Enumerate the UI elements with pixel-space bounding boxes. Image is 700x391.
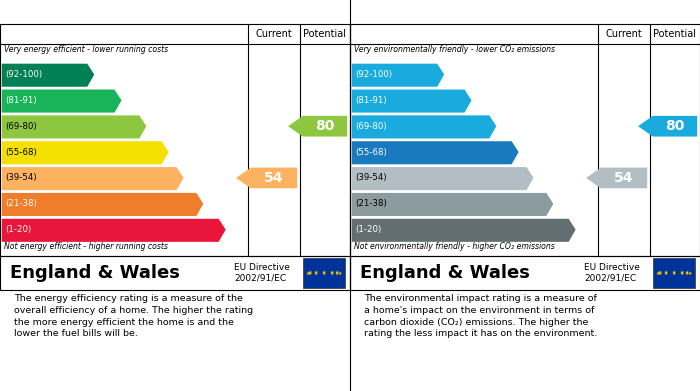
Text: A: A <box>93 68 103 81</box>
Text: ★: ★ <box>337 271 342 276</box>
Text: ★: ★ <box>656 271 660 276</box>
Polygon shape <box>1 141 169 164</box>
Bar <box>302 258 344 288</box>
Text: ★: ★ <box>306 271 310 276</box>
Text: (69-80): (69-80) <box>356 122 387 131</box>
Text: B: B <box>120 94 130 107</box>
Text: (81-91): (81-91) <box>6 96 37 105</box>
Text: ★: ★ <box>685 270 690 275</box>
Text: Energy Efficiency Rating: Energy Efficiency Rating <box>8 5 192 18</box>
Text: D: D <box>167 145 178 159</box>
Text: EU Directive
2002/91/EC: EU Directive 2002/91/EC <box>234 263 290 283</box>
Text: ★: ★ <box>330 271 334 276</box>
Text: B: B <box>470 94 480 107</box>
Text: C: C <box>496 120 505 133</box>
Text: Very energy efficient - lower running costs: Very energy efficient - lower running co… <box>4 45 167 54</box>
Polygon shape <box>351 64 444 87</box>
Text: E: E <box>533 171 541 185</box>
Text: ★: ★ <box>314 270 318 275</box>
Text: (55-68): (55-68) <box>6 147 37 156</box>
Polygon shape <box>638 116 697 136</box>
Text: ★: ★ <box>314 271 318 276</box>
Polygon shape <box>236 168 298 188</box>
Text: (69-80): (69-80) <box>6 122 37 131</box>
Text: (21-38): (21-38) <box>356 199 387 208</box>
Text: C: C <box>146 120 155 133</box>
Polygon shape <box>351 193 554 216</box>
Text: Not energy efficient - higher running costs: Not energy efficient - higher running co… <box>4 242 167 251</box>
Text: (1-20): (1-20) <box>356 225 382 234</box>
Text: Not environmentally friendly - higher CO₂ emissions: Not environmentally friendly - higher CO… <box>354 242 554 251</box>
Text: ★: ★ <box>680 270 684 275</box>
Polygon shape <box>1 115 146 138</box>
Text: Very environmentally friendly - lower CO₂ emissions: Very environmentally friendly - lower CO… <box>354 45 554 54</box>
Text: E: E <box>183 171 191 185</box>
Polygon shape <box>586 168 648 188</box>
Polygon shape <box>288 116 347 136</box>
Text: ★: ★ <box>335 271 340 276</box>
Text: D: D <box>517 145 528 159</box>
Polygon shape <box>351 219 575 242</box>
Text: Potential: Potential <box>304 29 346 39</box>
Text: The environmental impact rating is a measure of
a home's impact on the environme: The environmental impact rating is a mea… <box>364 294 597 339</box>
Text: 80: 80 <box>665 119 685 133</box>
Text: ★: ★ <box>664 271 668 276</box>
Text: (81-91): (81-91) <box>356 96 387 105</box>
Text: England & Wales: England & Wales <box>10 264 181 282</box>
Polygon shape <box>351 167 533 190</box>
Text: 54: 54 <box>615 171 634 185</box>
Polygon shape <box>351 90 472 113</box>
Text: F: F <box>202 197 211 210</box>
Text: ★: ★ <box>671 271 676 276</box>
Text: ★: ★ <box>308 270 312 275</box>
Text: (55-68): (55-68) <box>356 147 387 156</box>
Text: ★: ★ <box>687 271 692 276</box>
Text: The energy efficiency rating is a measure of the
overall efficiency of a home. T: The energy efficiency rating is a measur… <box>14 294 253 339</box>
Text: ★: ★ <box>335 270 340 275</box>
Text: ★: ★ <box>671 270 676 275</box>
Text: G: G <box>225 223 235 236</box>
Polygon shape <box>351 141 519 164</box>
Polygon shape <box>1 193 204 216</box>
Text: 54: 54 <box>265 171 284 185</box>
Text: EU Directive
2002/91/EC: EU Directive 2002/91/EC <box>584 263 640 283</box>
Text: A: A <box>443 68 453 81</box>
Text: ★: ★ <box>321 270 326 275</box>
Polygon shape <box>1 167 183 190</box>
Polygon shape <box>351 115 496 138</box>
Text: ★: ★ <box>685 271 690 276</box>
Text: (92-100): (92-100) <box>356 70 393 79</box>
Text: ★: ★ <box>658 270 662 275</box>
Text: ★: ★ <box>321 271 326 276</box>
Text: 80: 80 <box>315 119 335 133</box>
Text: Current: Current <box>256 29 293 39</box>
Text: Current: Current <box>606 29 643 39</box>
Text: (92-100): (92-100) <box>6 70 43 79</box>
Polygon shape <box>1 64 95 87</box>
Text: (39-54): (39-54) <box>6 174 37 183</box>
Text: ★: ★ <box>330 270 334 275</box>
Text: ★: ★ <box>680 271 684 276</box>
Text: (1-20): (1-20) <box>6 225 32 234</box>
Text: Potential: Potential <box>654 29 696 39</box>
Text: G: G <box>575 223 585 236</box>
Polygon shape <box>1 90 122 113</box>
Text: England & Wales: England & Wales <box>360 264 531 282</box>
Text: ★: ★ <box>664 270 668 275</box>
Text: F: F <box>552 197 561 210</box>
Text: Environmental Impact (CO₂) Rating: Environmental Impact (CO₂) Rating <box>358 5 621 18</box>
Text: ★: ★ <box>308 271 312 276</box>
Text: ★: ★ <box>658 271 662 276</box>
Polygon shape <box>1 219 225 242</box>
Bar <box>652 258 694 288</box>
Text: (21-38): (21-38) <box>6 199 37 208</box>
Text: (39-54): (39-54) <box>356 174 387 183</box>
